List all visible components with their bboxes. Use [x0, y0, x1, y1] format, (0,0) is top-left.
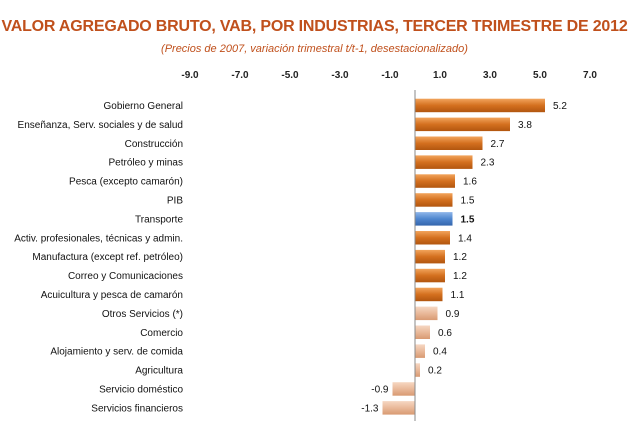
bar	[415, 231, 450, 245]
category-label: Transporte	[135, 214, 183, 225]
value-label: 1.5	[461, 214, 475, 225]
bar	[415, 212, 453, 226]
value-label: 1.6	[463, 177, 477, 188]
category-label: Petróleo y minas	[109, 158, 183, 169]
category-label: Correo y Comunicaciones	[68, 271, 183, 282]
value-label: 1.2	[453, 271, 467, 282]
bar	[415, 117, 510, 132]
value-label: 0.9	[446, 309, 460, 320]
value-label: 0.4	[433, 347, 447, 358]
x-axis-ticks: -9.0 -7.0 -5.0 -3.0 -1.0 1.0 3.0 5.0 7.0	[181, 70, 597, 81]
x-tick-label: -7.0	[231, 70, 249, 81]
category-label: Pesca (excepto camarón)	[69, 177, 183, 188]
category-label: Construcción	[125, 139, 183, 150]
category-label: Otros Servicios (*)	[102, 309, 183, 320]
bar	[415, 193, 453, 207]
chart-title: VALOR AGREGADO BRUTO, VAB, POR INDUSTRIA…	[1, 18, 628, 35]
category-label: Activ. profesionales, técnicas y admin.	[14, 233, 183, 244]
x-tick-label: 5.0	[533, 70, 547, 81]
chart-subtitle: (Precios de 2007, variación trimestral t…	[161, 43, 468, 55]
value-label: 5.2	[553, 101, 567, 112]
bar	[415, 155, 473, 169]
value-label: 3.8	[518, 120, 532, 131]
bar	[415, 268, 445, 283]
value-labels: 5.2 3.8 2.7 2.3 1.6 1.5 1.5 1.4 1.2 1.2 1.1 0.9 0.6 0…	[361, 101, 567, 414]
bar	[392, 382, 415, 396]
bar	[415, 306, 438, 321]
category-label: Alojamiento y serv. de comida	[50, 347, 183, 358]
value-label: -1.3	[361, 403, 379, 414]
value-label: 2.3	[481, 158, 495, 169]
x-tick-label: -3.0	[331, 70, 349, 81]
x-tick-label: -1.0	[381, 70, 399, 81]
value-label: 0.2	[428, 366, 442, 377]
category-label: Agricultura	[135, 366, 183, 377]
bar	[415, 136, 483, 150]
bars	[382, 98, 545, 415]
value-label: 1.4	[458, 233, 472, 244]
category-label: Enseñanza, Serv. sociales y de salud	[18, 120, 183, 131]
category-label: Acuicultura y pesca de camarón	[41, 290, 183, 301]
category-labels: Gobierno General Enseñanza, Serv. sociale…	[14, 101, 183, 414]
category-label: PIB	[167, 195, 183, 206]
value-label: 2.7	[491, 139, 505, 150]
category-label: Servicio doméstico	[99, 384, 183, 395]
bar	[415, 325, 430, 339]
bar	[415, 344, 425, 358]
x-tick-label: -9.0	[181, 70, 199, 81]
value-label: 0.6	[438, 328, 452, 339]
bar	[415, 174, 455, 188]
x-tick-label: -5.0	[281, 70, 299, 81]
bar	[415, 287, 443, 302]
category-label: Comercio	[140, 328, 183, 339]
value-label: 1.1	[451, 290, 465, 301]
bar	[415, 98, 545, 113]
value-label: 1.2	[453, 252, 467, 263]
bar	[382, 401, 415, 415]
value-label: 1.5	[461, 195, 475, 206]
category-label: Gobierno General	[104, 101, 184, 112]
category-label: Manufactura (except ref. petróleo)	[32, 252, 183, 263]
bar	[415, 363, 420, 377]
bar	[415, 249, 445, 264]
x-tick-label: 3.0	[483, 70, 497, 81]
x-tick-label: 1.0	[433, 70, 447, 81]
x-tick-label: 7.0	[583, 70, 597, 81]
category-label: Servicios financieros	[91, 403, 183, 414]
value-label: -0.9	[371, 384, 389, 395]
